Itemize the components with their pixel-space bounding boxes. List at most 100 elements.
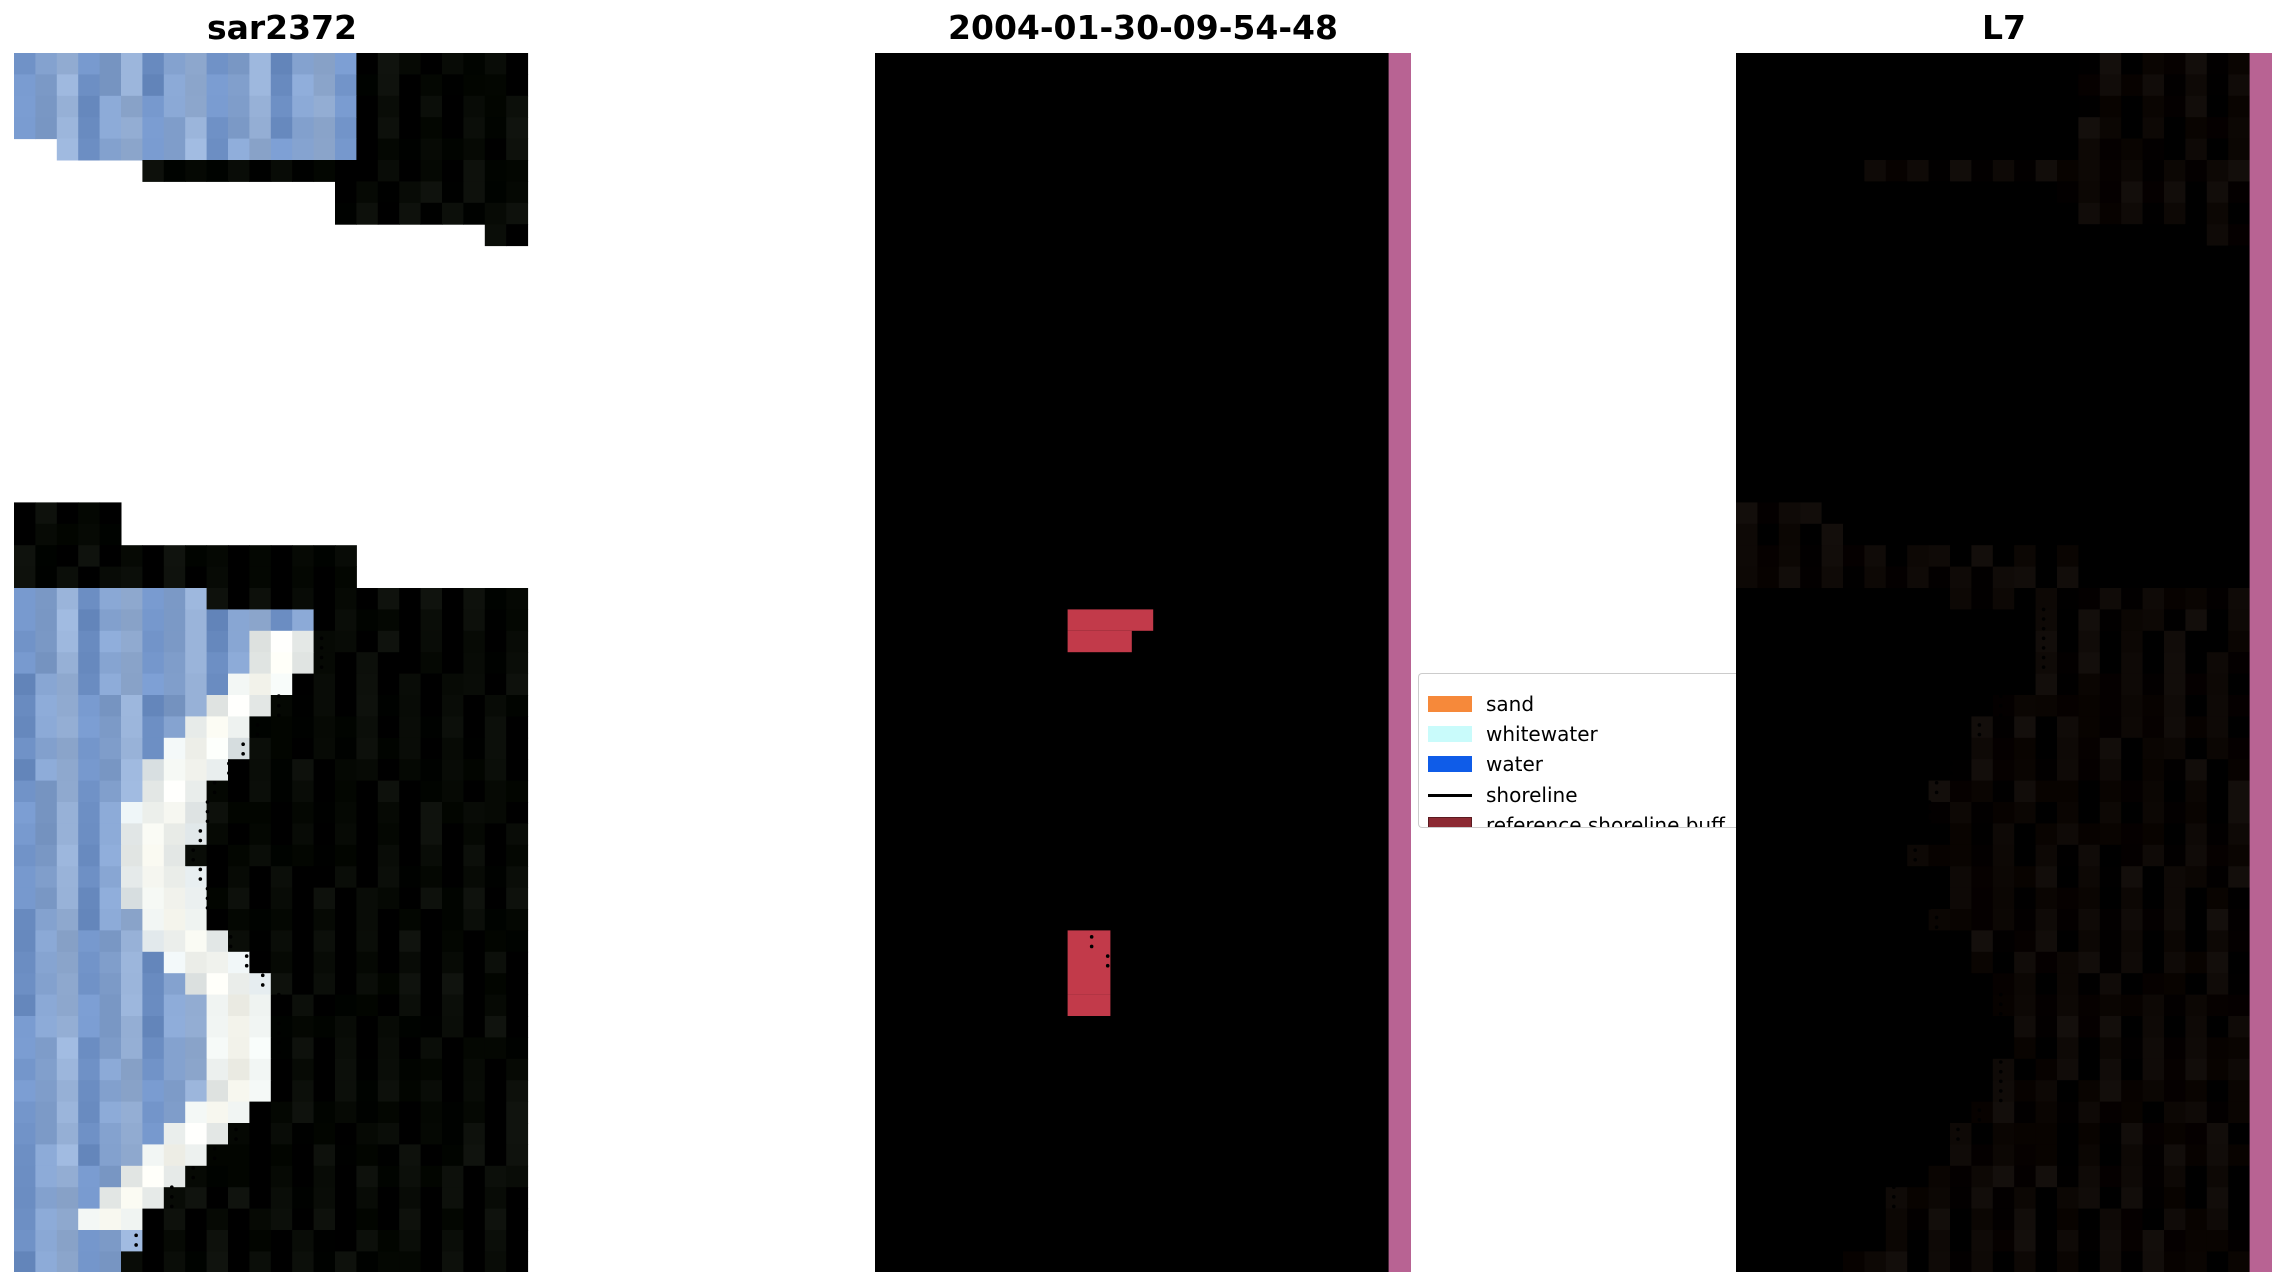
shoreline-point bbox=[277, 1040, 281, 1045]
shoreline-point bbox=[1073, 780, 1078, 785]
shoreline-point bbox=[1892, 1204, 1896, 1209]
shoreline-point bbox=[277, 694, 281, 698]
shoreline-point bbox=[1977, 723, 1982, 727]
shoreline-point bbox=[198, 867, 203, 872]
shoreline-point bbox=[319, 607, 324, 612]
shoreline-point bbox=[1095, 1127, 1099, 1132]
shoreline-point bbox=[212, 925, 217, 929]
shoreline-point bbox=[1116, 1108, 1121, 1112]
shoreline-point bbox=[1963, 742, 1967, 747]
shoreline-point bbox=[1138, 1069, 1142, 1074]
shoreline-point bbox=[255, 732, 260, 737]
shoreline-point bbox=[205, 886, 210, 891]
shoreline-point bbox=[319, 646, 324, 650]
shoreline-point bbox=[1059, 877, 1064, 881]
shoreline-point bbox=[1073, 925, 1078, 929]
legend-swatch-sand bbox=[1428, 696, 1472, 712]
shoreline-point bbox=[191, 1166, 195, 1170]
shoreline-point bbox=[1066, 906, 1071, 910]
shoreline-point bbox=[1073, 1146, 1078, 1151]
panel-title-classified: 2004-01-30-09-54-48 bbox=[948, 8, 1338, 47]
shoreline-point bbox=[1138, 1040, 1142, 1045]
shoreline-point bbox=[1999, 1021, 2003, 1026]
shoreline-point bbox=[1052, 1175, 1056, 1180]
shoreline-point bbox=[1920, 867, 1925, 872]
shoreline-point bbox=[1066, 896, 1071, 901]
shoreline-point bbox=[1856, 1243, 1860, 1247]
shoreline-point bbox=[227, 761, 231, 766]
shoreline-point bbox=[319, 636, 324, 641]
shoreline-point bbox=[1138, 713, 1142, 718]
shoreline-point bbox=[1892, 1195, 1896, 1199]
shoreline-point bbox=[277, 1002, 281, 1007]
shoreline-point bbox=[1999, 1069, 2003, 1074]
shoreline-point bbox=[1956, 1127, 1960, 1132]
shoreline-point bbox=[2041, 617, 2046, 621]
shoreline-point bbox=[1073, 915, 1078, 920]
shoreline-point bbox=[1920, 838, 1925, 843]
shoreline-point bbox=[1999, 1060, 2003, 1064]
shoreline-point bbox=[1102, 752, 1106, 756]
shoreline-point bbox=[277, 1031, 281, 1035]
shoreline-point bbox=[277, 703, 281, 708]
shoreline-point bbox=[277, 713, 281, 718]
shoreline-point bbox=[1116, 732, 1121, 737]
shoreline-point bbox=[1073, 790, 1078, 795]
shoreline-point bbox=[205, 896, 210, 901]
shoreline-point bbox=[1159, 684, 1163, 689]
shoreline-point bbox=[260, 983, 265, 987]
shoreline-point bbox=[228, 935, 233, 939]
shoreline-point bbox=[191, 1175, 195, 1180]
shoreline-point bbox=[1999, 713, 2003, 718]
shoreline-point bbox=[191, 857, 195, 862]
shoreline-point bbox=[260, 973, 265, 978]
shoreline-point bbox=[1138, 703, 1142, 708]
shoreline-point bbox=[1950, 944, 1955, 949]
shoreline-point bbox=[1999, 1098, 2003, 1103]
legend-swatch-whitewater bbox=[1428, 726, 1472, 742]
shoreline-point bbox=[1999, 992, 2003, 997]
shoreline-point bbox=[1138, 1079, 1142, 1084]
shoreline-point bbox=[1999, 1040, 2003, 1045]
shoreline-point bbox=[995, 1233, 999, 1238]
shoreline-point bbox=[2041, 626, 2046, 631]
shoreline-point bbox=[1009, 1214, 1014, 1218]
shoreline-point bbox=[1934, 790, 1939, 795]
shoreline-point bbox=[1138, 1089, 1142, 1093]
shoreline-point bbox=[277, 1050, 281, 1055]
shoreline-point bbox=[298, 675, 303, 679]
shoreline-point bbox=[277, 1069, 281, 1074]
shoreline-point bbox=[277, 992, 281, 997]
shoreline-point bbox=[170, 1204, 174, 1209]
shoreline-point bbox=[1059, 838, 1064, 843]
shoreline-point bbox=[134, 1243, 138, 1247]
legend-label-water: water bbox=[1486, 752, 1543, 776]
legend-label-sand: sand bbox=[1486, 692, 1535, 716]
shoreline-point bbox=[298, 684, 303, 689]
shoreline-point bbox=[1089, 935, 1094, 939]
shoreline-point bbox=[1856, 1233, 1860, 1238]
shoreline-point bbox=[1138, 992, 1142, 997]
rgb-image-panel bbox=[14, 53, 529, 1272]
shoreline-point bbox=[198, 877, 203, 881]
shoreline-point bbox=[995, 1243, 999, 1247]
shoreline-point bbox=[1066, 809, 1071, 814]
shoreline-point bbox=[1920, 829, 1925, 833]
shoreline-point bbox=[1913, 1166, 1917, 1170]
shoreline-point bbox=[277, 1012, 281, 1016]
shoreline-point bbox=[228, 944, 233, 949]
shoreline-point bbox=[212, 915, 217, 920]
shoreline-point bbox=[1977, 1108, 1982, 1112]
shoreline-point bbox=[1180, 607, 1185, 612]
shoreline-point bbox=[227, 771, 231, 775]
shoreline-point bbox=[1116, 1117, 1121, 1122]
shoreline-point bbox=[1927, 819, 1932, 824]
shoreline-point bbox=[2020, 675, 2024, 679]
shoreline-point bbox=[319, 626, 324, 631]
legend-label-reference-buffer: reference shoreline buff bbox=[1486, 813, 1725, 828]
shoreline-point bbox=[1999, 1050, 2003, 1055]
shoreline-point bbox=[255, 1117, 260, 1122]
shoreline-point bbox=[1934, 1146, 1939, 1151]
shoreline-point bbox=[1982, 983, 1987, 987]
shoreline-point bbox=[1927, 809, 1932, 814]
